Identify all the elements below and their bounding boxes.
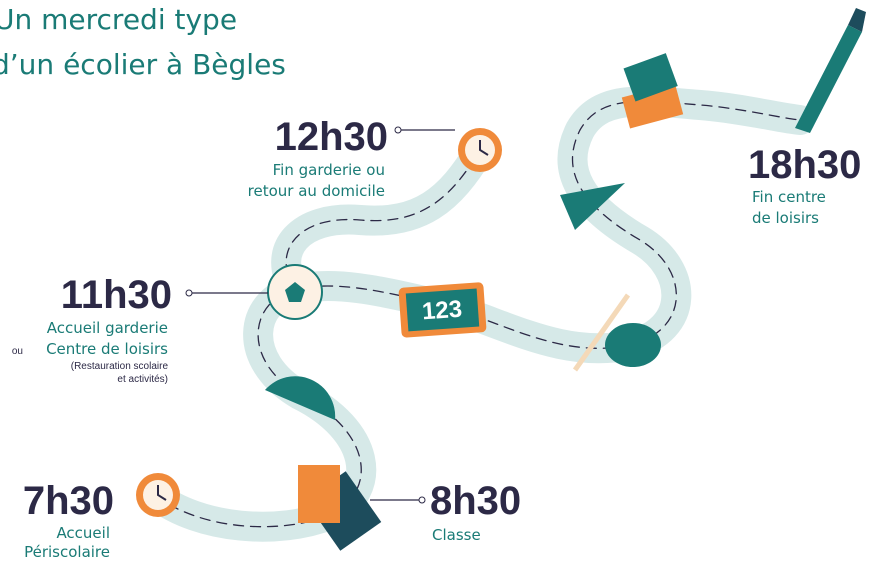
infographic: Un mercredi type d’un écolier à Bègles 1… — [0, 0, 879, 562]
ball-icon — [268, 265, 322, 319]
label: Accueil — [56, 524, 110, 542]
title-line: Un mercredi type — [0, 3, 237, 36]
time: 18h30 — [748, 143, 861, 187]
label: Accueil garderie — [47, 319, 168, 337]
label: Centre de loisirs — [46, 340, 168, 358]
label: Classe — [432, 526, 481, 544]
label: Périscolaire — [24, 543, 110, 561]
pen-icon — [795, 8, 866, 133]
label: de loisirs — [752, 209, 819, 227]
protractor-icon — [265, 376, 335, 420]
note: et activités) — [117, 374, 168, 385]
note: (Restauration scolaire — [71, 361, 169, 372]
time: 8h30 — [430, 479, 521, 523]
label: Fin centre — [752, 188, 826, 206]
clock-icon — [458, 128, 502, 172]
label: retour au domicile — [248, 182, 385, 200]
time: 7h30 — [23, 479, 114, 523]
label-prefix: ou — [12, 346, 23, 357]
label: Fin garderie ou — [273, 161, 385, 179]
title-line: d’un écolier à Bègles — [0, 48, 286, 81]
connector-dot — [395, 127, 401, 133]
connector-dot — [186, 290, 192, 296]
time: 11h30 — [61, 273, 172, 317]
time: 12h30 — [275, 115, 388, 159]
clock-icon — [136, 473, 180, 517]
connector-dot — [419, 497, 425, 503]
board-label: 123 — [421, 296, 463, 326]
